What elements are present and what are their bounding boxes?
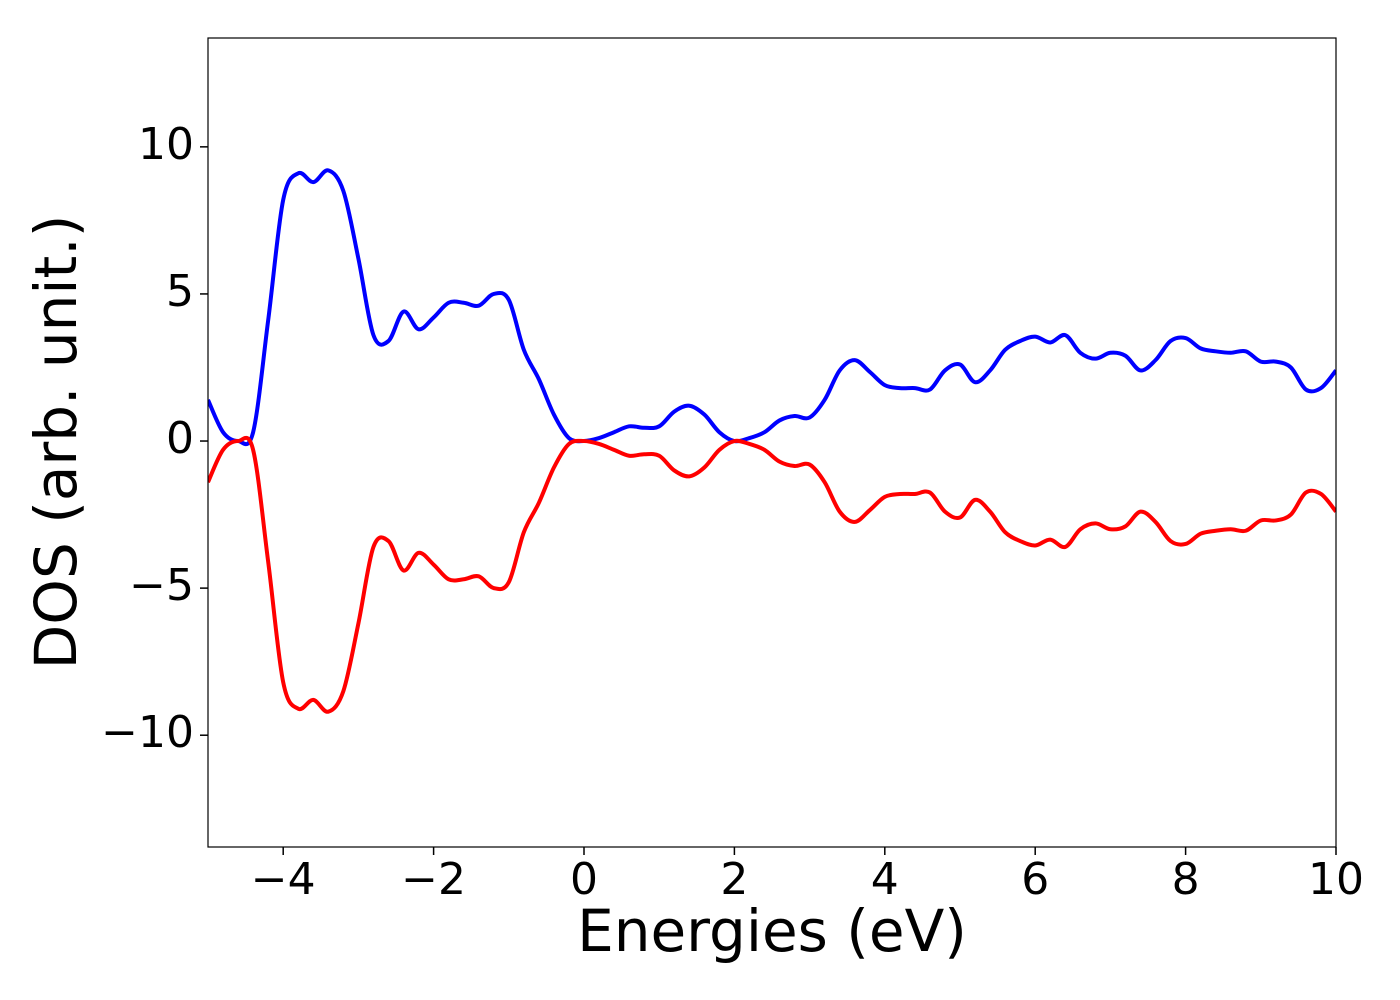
x-axis-label: Energies (eV) <box>577 897 967 965</box>
x-tick-label: 0 <box>570 854 598 905</box>
y-tick-label: −10 <box>101 707 194 758</box>
x-tick-label: −2 <box>401 854 466 905</box>
x-tick-label: 4 <box>871 854 899 905</box>
x-tick-label: −4 <box>251 854 316 905</box>
plot-frame <box>207 37 1337 848</box>
y-axis-label: DOS (arb. unit.) <box>22 215 90 670</box>
y-tick-label: 0 <box>166 413 194 464</box>
x-tick-label: 2 <box>720 854 748 905</box>
dos-line <box>208 168 1336 447</box>
x-tick-label: 10 <box>1308 854 1364 905</box>
y-tick-label: 5 <box>166 266 194 317</box>
y-tick-label: −5 <box>129 560 194 611</box>
dos-line <box>208 435 1336 714</box>
x-tick-label: 6 <box>1021 854 1049 905</box>
y-tick-label: 10 <box>138 119 194 170</box>
x-tick-label: 8 <box>1172 854 1200 905</box>
